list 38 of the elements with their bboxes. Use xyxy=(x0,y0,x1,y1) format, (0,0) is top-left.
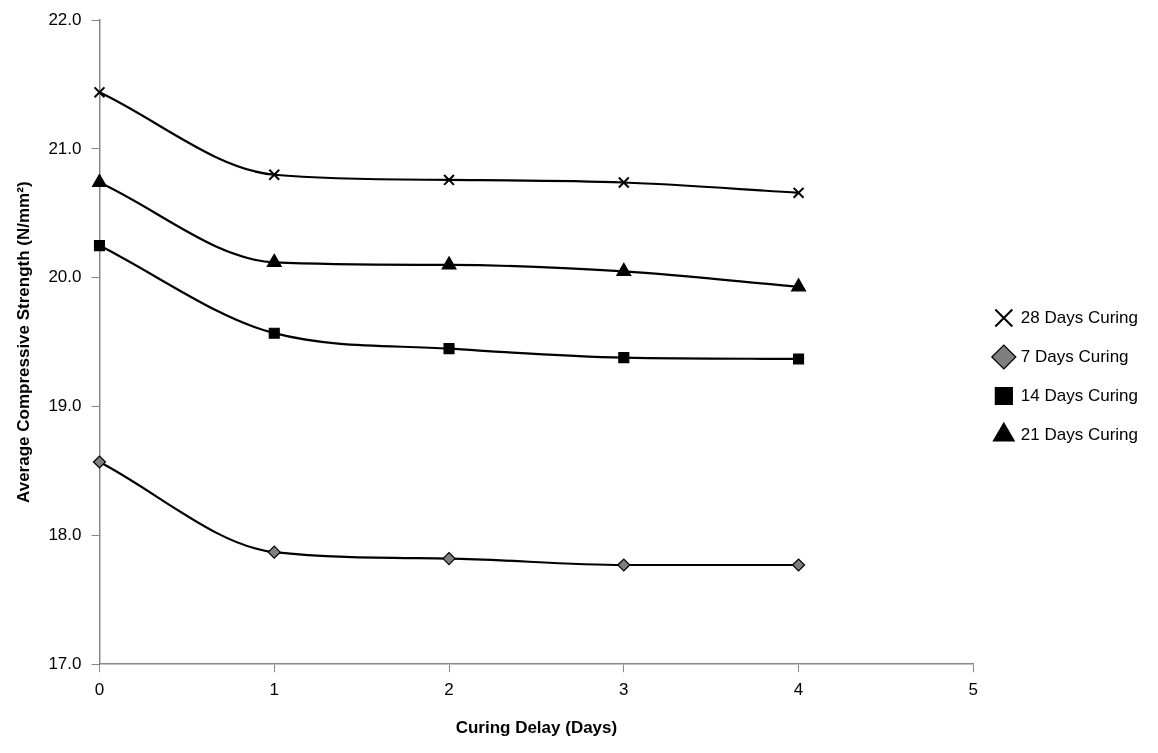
y-tick-label: 20.0 xyxy=(48,267,82,287)
y-tick-label: 21.0 xyxy=(48,138,82,158)
point xyxy=(266,253,282,267)
point xyxy=(616,262,632,276)
x-axis-title: Curing Delay (Days) xyxy=(455,718,618,738)
point xyxy=(442,551,456,566)
point xyxy=(791,278,807,292)
x-tick-label: 2 xyxy=(444,680,454,700)
point xyxy=(91,173,108,188)
x-tick-label: 5 xyxy=(968,680,979,700)
legend-label: 14 Days Curing xyxy=(1020,385,1139,405)
point xyxy=(267,545,281,559)
point xyxy=(443,343,455,355)
x-tick-label: 1 xyxy=(269,680,279,700)
point xyxy=(617,176,630,189)
point xyxy=(93,86,106,99)
point xyxy=(268,327,280,339)
point xyxy=(441,256,457,270)
y-tick-label: 22.0 xyxy=(48,9,82,29)
y-axis-title: Average Compressive Strength (N/mm²) xyxy=(13,181,33,503)
x-tick-label: 3 xyxy=(619,680,629,700)
y-tick-label: 17.0 xyxy=(48,653,82,673)
x-tick-label: 4 xyxy=(793,680,804,700)
y-tick-label: 18.0 xyxy=(48,525,82,545)
legend-label: 21 Days Curing xyxy=(1020,424,1139,444)
point xyxy=(618,352,630,364)
point xyxy=(443,173,455,186)
point xyxy=(93,240,106,252)
x-tick-label: 0 xyxy=(94,680,105,700)
legend-label: 28 Days Curing xyxy=(1020,307,1139,327)
point xyxy=(268,168,281,181)
point xyxy=(793,353,805,365)
legend-label: 7 Days Curing xyxy=(1020,346,1129,366)
point xyxy=(791,558,806,572)
point xyxy=(617,558,631,572)
point xyxy=(792,186,805,199)
point xyxy=(92,455,107,469)
y-tick-label: 19.0 xyxy=(48,396,82,416)
